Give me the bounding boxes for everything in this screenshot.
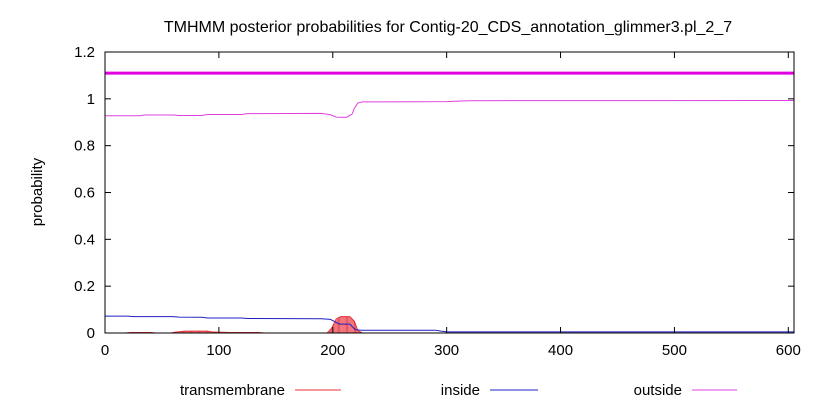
y-tick-label: 0.4 xyxy=(74,231,95,248)
x-tick-label: 600 xyxy=(776,342,801,359)
y-axis-label: probability xyxy=(29,157,46,226)
x-tick-label: 0 xyxy=(101,342,109,359)
x-tick-label: 400 xyxy=(548,342,573,359)
legend-label-inside: inside xyxy=(441,382,480,399)
y-tick-label: 0 xyxy=(87,325,95,342)
x-tick-label: 100 xyxy=(206,342,231,359)
x-tick-label: 200 xyxy=(320,342,345,359)
series-outside-line xyxy=(105,99,795,118)
chart-title: TMHMM posterior probabilities for Contig… xyxy=(164,19,732,36)
legend-label-outside: outside xyxy=(634,382,682,399)
series-inside-line xyxy=(105,315,794,333)
y-tick-label: 1.2 xyxy=(74,44,95,61)
legend-label-transmembrane: transmembrane xyxy=(180,382,285,399)
plot-frame xyxy=(104,51,795,334)
y-tick-label: 1 xyxy=(87,91,95,108)
y-tick-label: 0.6 xyxy=(74,185,95,202)
y-tick-label: 0.8 xyxy=(74,138,95,155)
series-transmembrane-line xyxy=(105,316,794,334)
y-tick-label: 0.2 xyxy=(74,278,95,295)
x-tick-label: 500 xyxy=(662,342,687,359)
x-tick-label: 300 xyxy=(434,342,459,359)
